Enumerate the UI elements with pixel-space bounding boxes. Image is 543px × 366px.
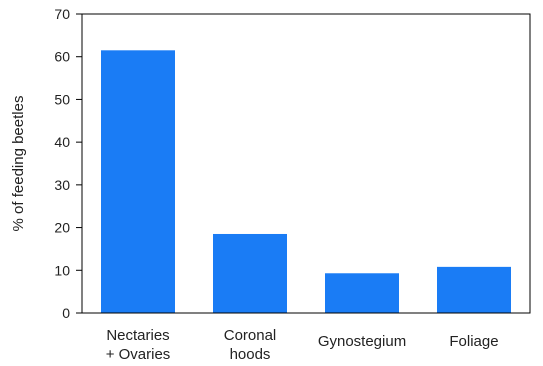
y-tick-label: 60	[54, 49, 70, 65]
y-tick-label: 20	[54, 220, 70, 236]
bar	[325, 273, 399, 313]
x-category-label: Foliage	[449, 333, 498, 350]
bar	[101, 50, 175, 314]
x-category-label-line: hoods	[230, 346, 271, 363]
y-tick-label: 10	[54, 262, 70, 278]
plot-frame	[81, 13, 531, 314]
bars	[101, 50, 511, 314]
y-tick-label: 40	[54, 134, 70, 150]
y-tick-label: 50	[54, 91, 70, 107]
bar	[213, 233, 287, 313]
bar	[437, 266, 511, 313]
x-category-label-line: + Ovaries	[106, 346, 171, 363]
y-tick-label: 30	[54, 177, 70, 193]
x-category-label-line: Foliage	[449, 333, 498, 350]
x-category-label: Gynostegium	[318, 333, 406, 350]
y-tick-label: 70	[54, 6, 70, 22]
y-axis-ticks: 0 10 20 30 40 50 60 70	[54, 6, 82, 321]
y-tick-label: 0	[62, 305, 70, 321]
x-category-label-line: Nectaries	[106, 327, 169, 344]
x-axis-category-labels: Nectaries + Ovaries Coronal hoods Gynostegiu…	[106, 327, 499, 363]
y-axis-title: % of feeding beetles	[10, 96, 27, 232]
x-category-label-line: Gynostegium	[318, 333, 406, 350]
x-category-label: Coronal hoods	[224, 327, 277, 363]
x-category-label-line: Coronal	[224, 327, 277, 344]
x-category-label: Nectaries + Ovaries	[106, 327, 171, 363]
